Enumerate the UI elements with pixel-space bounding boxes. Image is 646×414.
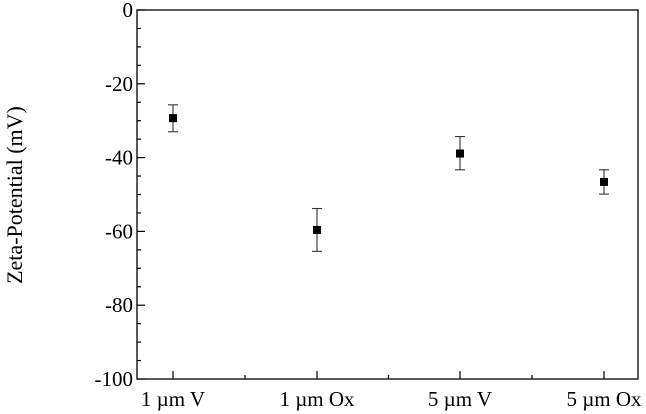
data-point — [313, 225, 321, 234]
x-tick-label: 5 µm V — [428, 387, 492, 411]
y-tick-label: -20 — [105, 72, 133, 96]
y-tick-label: -100 — [95, 367, 134, 391]
x-tick-label: 5 µm Ox — [566, 387, 642, 411]
plot-frame — [136, 9, 639, 380]
data-series — [168, 104, 609, 252]
data-point — [169, 114, 177, 123]
x-axis: 1 µm V 1 µm Ox 5 µm V 5 µm Ox — [141, 371, 642, 411]
y-axis-title: Zeta-Potential (mV) — [2, 106, 27, 284]
x-tick-label: 1 µm Ox — [279, 387, 355, 411]
y-tick-label: -80 — [105, 293, 133, 317]
y-axis: 0 -20 -40 -60 -80 -100 — [95, 0, 145, 391]
data-point — [600, 177, 608, 186]
y-tick-label: 0 — [123, 0, 134, 22]
y-tick-label: -40 — [105, 146, 133, 170]
data-point — [456, 149, 464, 158]
y-tick-label: -60 — [105, 219, 133, 243]
x-tick-label: 1 µm V — [141, 387, 205, 411]
